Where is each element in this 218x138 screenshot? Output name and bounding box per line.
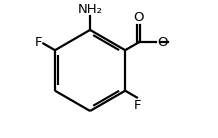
Text: NH₂: NH₂ (78, 3, 103, 16)
Text: O: O (157, 36, 167, 49)
Text: O: O (133, 11, 144, 24)
Text: F: F (34, 36, 42, 49)
Text: F: F (134, 99, 141, 112)
